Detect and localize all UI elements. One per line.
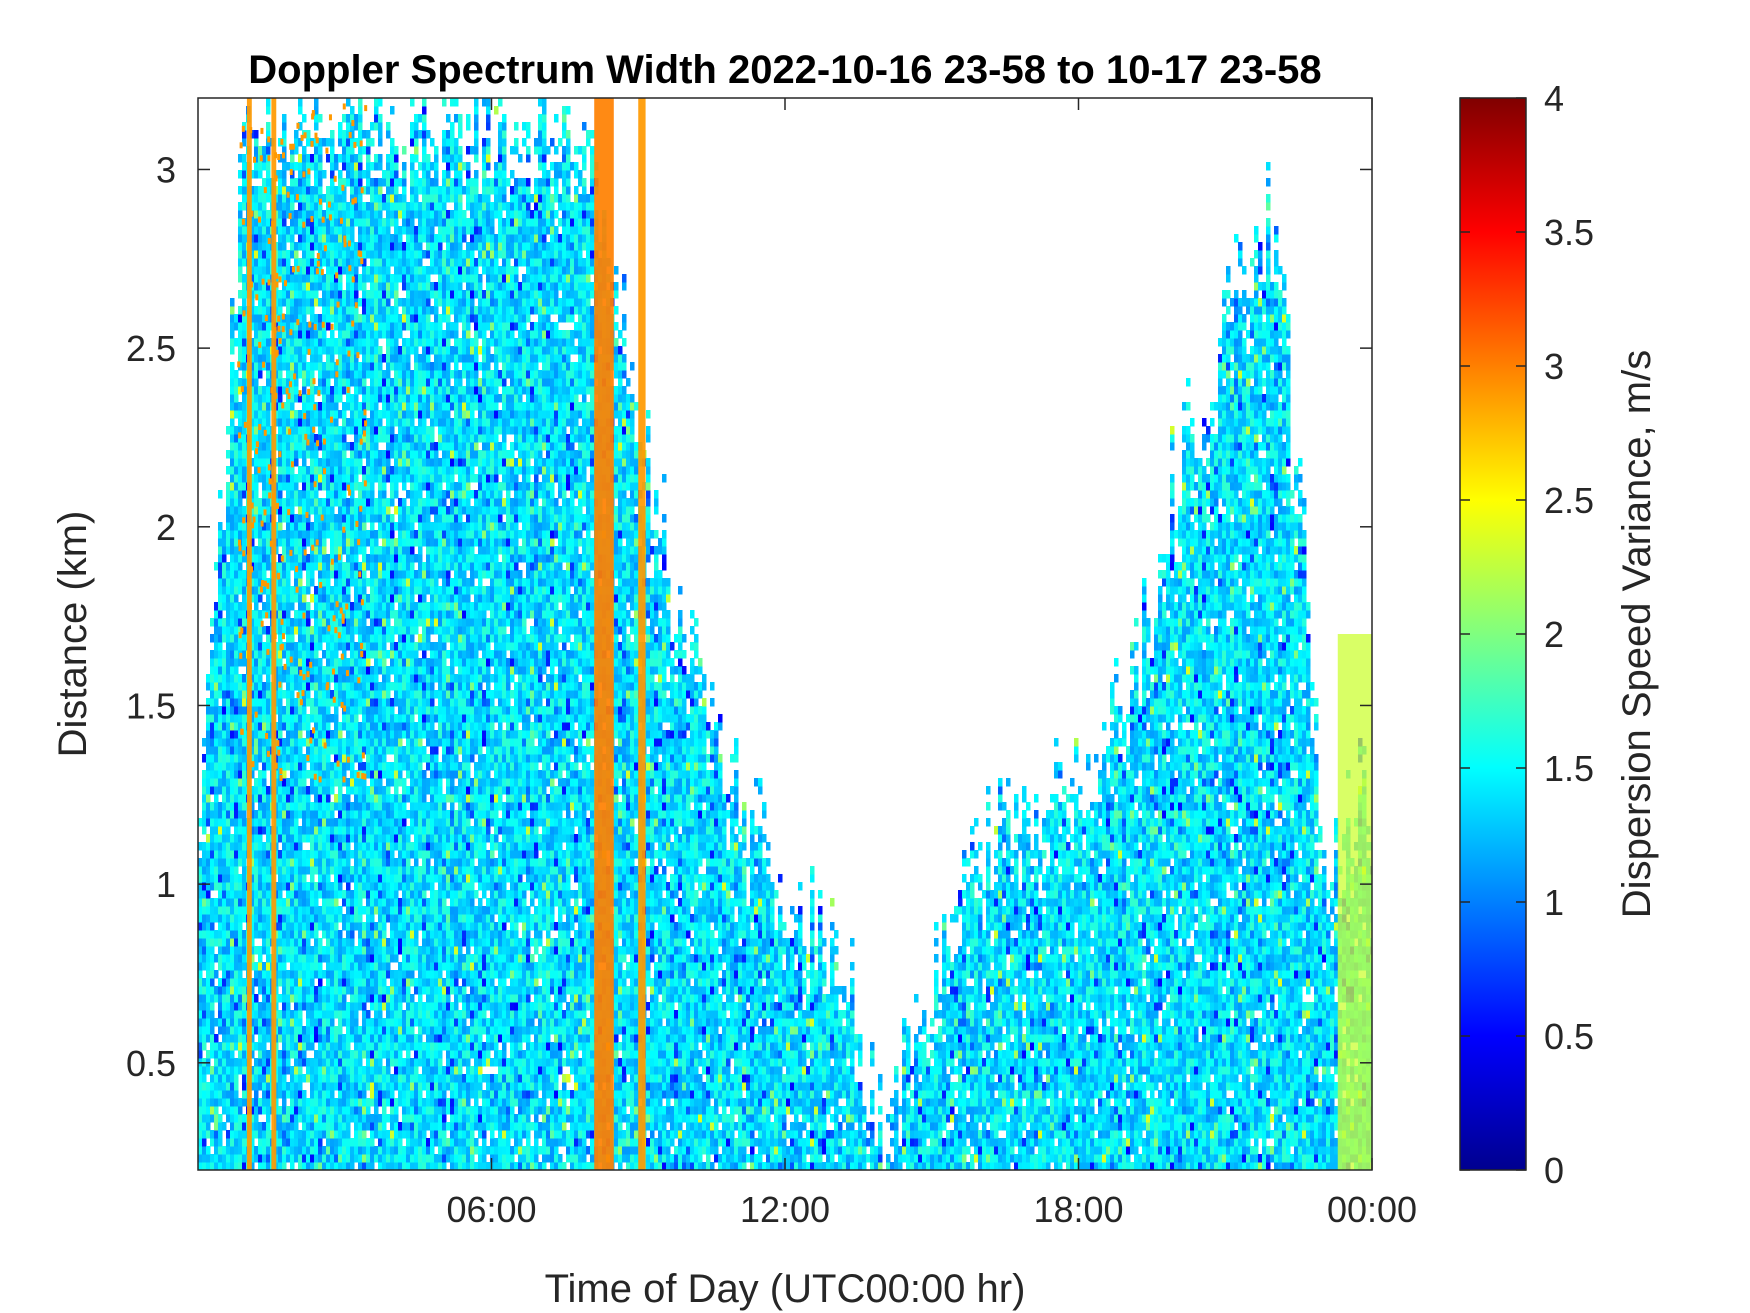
- y-tick-label: 2: [156, 507, 176, 548]
- colorbar-tick-label: 1: [1544, 882, 1564, 923]
- x-axis: 06:00 12:00 18:00 00:00: [446, 98, 1417, 1230]
- y-tick-label: 2.5: [126, 328, 176, 369]
- elevated-width-band: [1337, 634, 1372, 1170]
- colorbar-tick-label: 3.5: [1544, 212, 1594, 253]
- colorbar-tick-label: 2.5: [1544, 480, 1594, 521]
- high-width-band: [594, 98, 614, 1170]
- x-tick-label: 18:00: [1033, 1189, 1123, 1230]
- colorbar-tick-label: 4: [1544, 78, 1564, 119]
- colorbar-tick-label: 0.5: [1544, 1016, 1594, 1057]
- y-tick-label: 1.5: [126, 685, 176, 726]
- colorbar-label: Dispersion Speed Variance, m/s: [1615, 350, 1659, 918]
- heatmap-image: [198, 98, 1372, 1170]
- y-tick-label: 1: [156, 864, 176, 905]
- colorbar-tick-label: 3: [1544, 346, 1564, 387]
- colorbar-axis: 0 0.5 1 1.5 2 2.5 3 3.5 4: [1460, 78, 1594, 1191]
- chart-title: Doppler Spectrum Width 2022-10-16 23-58 …: [248, 48, 1321, 92]
- colorbar-tick-label: 1.5: [1544, 748, 1594, 789]
- y-tick-label: 3: [156, 149, 176, 190]
- high-width-band: [271, 98, 277, 1170]
- y-tick-label: 0.5: [126, 1043, 176, 1084]
- colorbar-tick-label: 0: [1544, 1150, 1564, 1191]
- high-width-band: [246, 98, 252, 1170]
- x-tick-label: 06:00: [446, 1189, 536, 1230]
- y-axis: 0.5 1 1.5 2 2.5 3: [126, 149, 1372, 1084]
- x-tick-label: 12:00: [740, 1189, 830, 1230]
- high-width-band: [638, 98, 646, 1170]
- colorbar: [1459, 97, 1527, 1171]
- x-axis-label: Time of Day (UTC00:00 hr): [545, 1267, 1026, 1311]
- colorbar-tick-label: 2: [1544, 614, 1564, 655]
- y-axis-label: Distance (km): [51, 511, 95, 758]
- x-tick-label: 00:00: [1327, 1189, 1417, 1230]
